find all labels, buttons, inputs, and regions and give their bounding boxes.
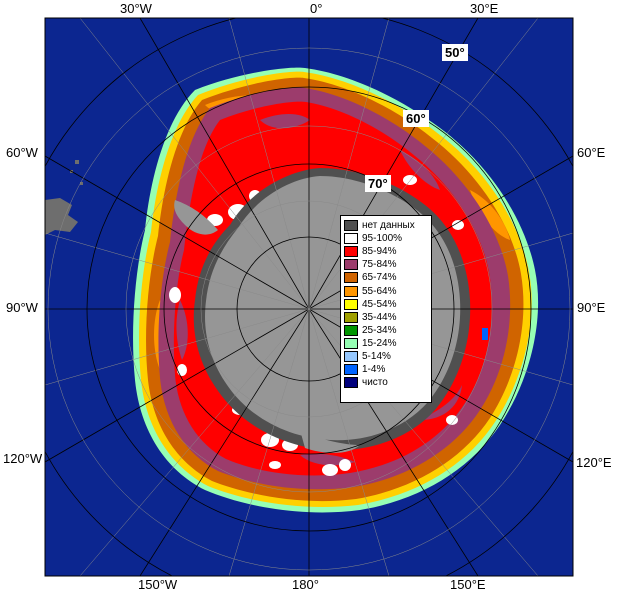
- legend-label: 5-14%: [362, 350, 391, 362]
- antarctic-peninsula: [174, 200, 218, 235]
- lon-label-30e: 30°E: [470, 1, 499, 16]
- lon-label-90e: 90°E: [577, 300, 606, 315]
- lon-label-180: 180°: [292, 577, 319, 592]
- legend-item: 95-100%: [344, 232, 428, 245]
- legend-item: 65-74%: [344, 271, 428, 284]
- legend-swatch: [344, 324, 358, 336]
- lon-label-0: 0°: [310, 1, 323, 16]
- lon-label-150w: 150°W: [138, 577, 178, 592]
- lat-label-70: 70°: [365, 175, 391, 192]
- lon-label-150e: 150°E: [450, 577, 486, 592]
- lon-label-60e: 60°E: [577, 145, 606, 160]
- legend-swatch: [344, 298, 358, 310]
- lon-label-30w: 30°W: [120, 1, 152, 16]
- island-specks: [70, 160, 83, 185]
- legend-swatch: [344, 350, 358, 362]
- legend-item: 75-84%: [344, 258, 428, 271]
- legend-item: нет данных: [344, 219, 428, 232]
- legend-label: 35-44%: [362, 311, 397, 323]
- legend-item: 55-64%: [344, 284, 428, 297]
- lon-label-90w: 90°W: [6, 300, 38, 315]
- lat-label-60: 60°: [403, 110, 429, 127]
- graticule-parallels-minor: [47, 47, 571, 571]
- legend-label: 25-34%: [362, 324, 397, 336]
- legend-swatch: [344, 364, 358, 376]
- legend-swatch: [344, 272, 358, 284]
- open-water-patch: [482, 328, 488, 340]
- legend-item: 1-4%: [344, 363, 428, 376]
- legend-swatch: [344, 377, 358, 389]
- legend-swatch: [344, 246, 358, 258]
- legend-swatch: [344, 259, 358, 271]
- legend-label: чисто: [362, 377, 388, 389]
- lat-label-50: 50°: [442, 44, 468, 61]
- legend-label: 95-100%: [362, 233, 403, 245]
- lon-label-120w: 120°W: [3, 451, 43, 466]
- legend-swatch: [344, 285, 358, 297]
- legend-label: 15-24%: [362, 337, 397, 349]
- south-america-land: [45, 198, 78, 235]
- legend-label: нет данных: [362, 220, 415, 232]
- legend-label: 85-94%: [362, 246, 397, 258]
- legend-item: 35-44%: [344, 311, 428, 324]
- legend-swatch: [344, 311, 358, 323]
- concentration-legend: нет данных 95-100% 85-94% 75-84% 65-74% 55-64…: [340, 215, 432, 403]
- lon-label-120e: 120°E: [576, 455, 612, 470]
- legend-swatch: [344, 220, 358, 232]
- legend-label: 75-84%: [362, 259, 397, 271]
- legend-item: 25-34%: [344, 324, 428, 337]
- legend-swatch: [344, 337, 358, 349]
- legend-label: 45-54%: [362, 298, 397, 310]
- legend-item: 5-14%: [344, 350, 428, 363]
- legend-item: 45-54%: [344, 298, 428, 311]
- legend-label: 1-4%: [362, 364, 386, 376]
- legend-item: 15-24%: [344, 337, 428, 350]
- lon-label-60w: 60°W: [6, 145, 38, 160]
- ross-ice-shelf: [300, 430, 360, 453]
- legend-label: 65-74%: [362, 272, 397, 284]
- legend-swatch: [344, 233, 358, 245]
- map-frame: [44, 17, 574, 577]
- legend-item: чисто: [344, 376, 428, 389]
- legend-item: 85-94%: [344, 245, 428, 258]
- legend-label: 55-64%: [362, 285, 397, 297]
- graticule-meridians: [45, 18, 573, 576]
